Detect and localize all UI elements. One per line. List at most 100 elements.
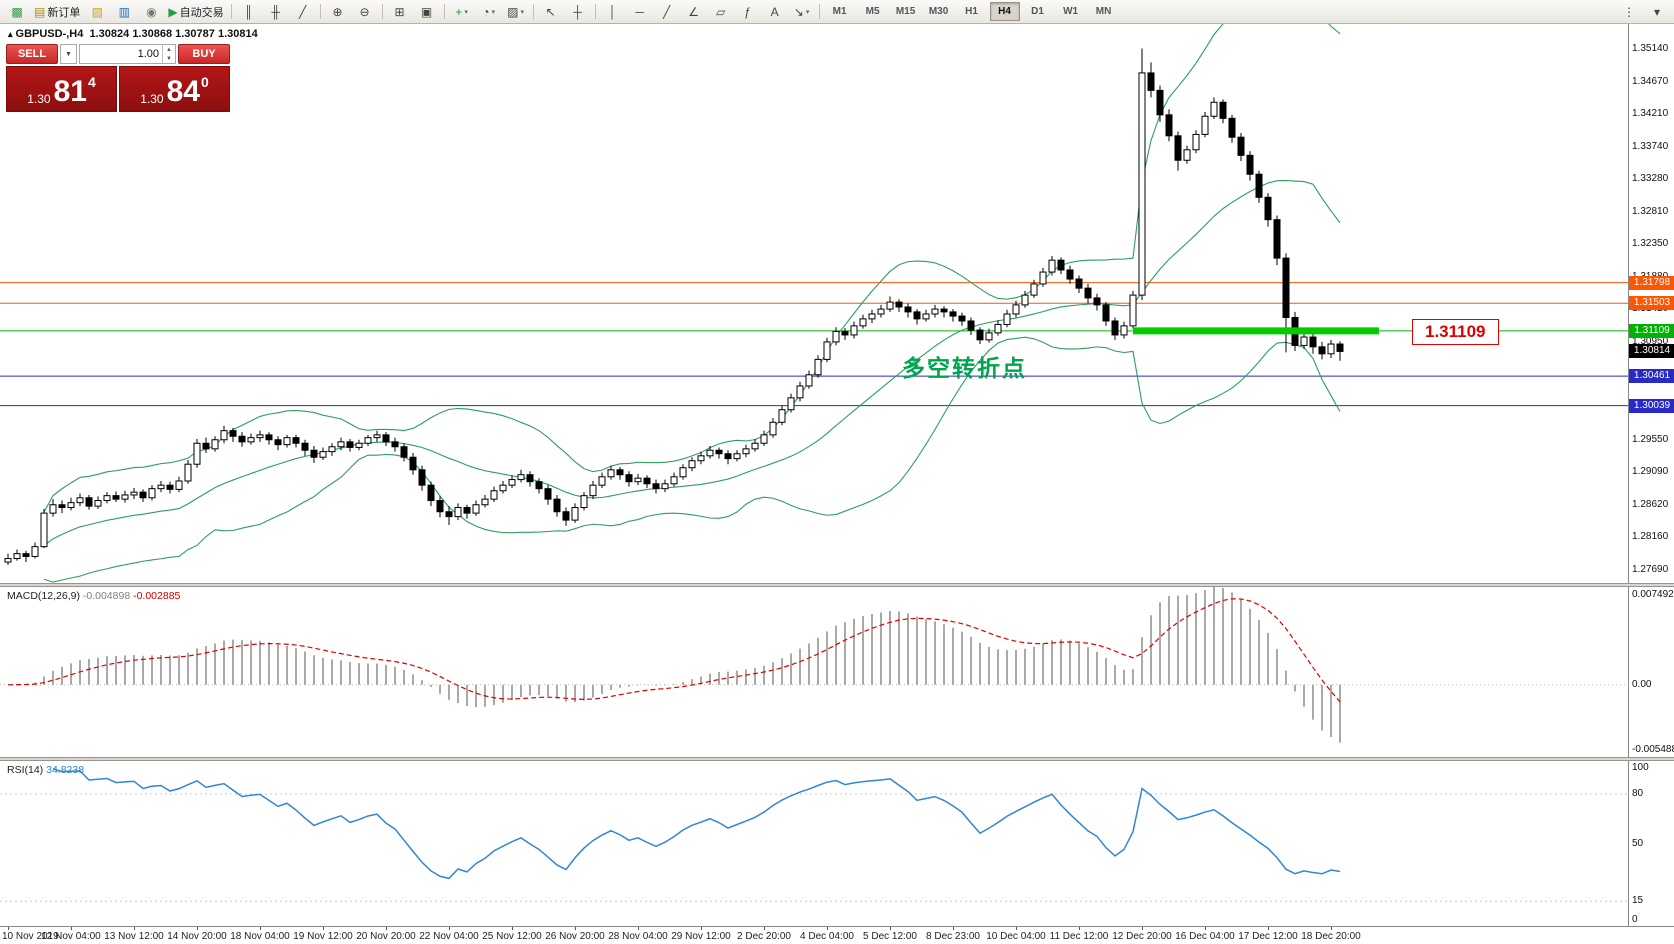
profiles-icon[interactable]: ▥ bbox=[111, 1, 137, 23]
toolbar-separator bbox=[230, 4, 232, 19]
sell-button[interactable]: SELL bbox=[6, 44, 58, 64]
buy-button[interactable]: BUY bbox=[178, 44, 230, 64]
buy-price-display[interactable]: 1.30 84 0 bbox=[119, 66, 230, 112]
zoom-out-icon[interactable]: ⊖ bbox=[352, 1, 378, 23]
timeframe-h4[interactable]: H4 bbox=[989, 2, 1020, 21]
price-tick: 1.34210 bbox=[1632, 108, 1669, 120]
timeframe-m5[interactable]: M5 bbox=[865, 6, 880, 17]
fibonacci-icon: ƒ bbox=[744, 4, 751, 19]
toolbar-separator bbox=[818, 4, 820, 19]
terminal-icon[interactable]: ▩ bbox=[4, 1, 30, 23]
panel-splitter[interactable] bbox=[0, 583, 1674, 587]
horizontal-line-icon[interactable]: ─ bbox=[627, 1, 653, 23]
time-label: 12 Dec 20:00 bbox=[1112, 931, 1172, 942]
autotrading-button[interactable]: ▶ 自动交易 bbox=[165, 1, 226, 23]
time-tick bbox=[134, 927, 135, 930]
toolbar-grip-icon[interactable]: ⋮ bbox=[1623, 4, 1635, 19]
candlestick-mode-icon: ╫ bbox=[271, 4, 280, 19]
text-tool-icon[interactable]: A bbox=[762, 1, 788, 23]
cascade-windows-icon[interactable]: ▣ bbox=[414, 1, 440, 23]
rsi-name: RSI(14) bbox=[7, 764, 44, 776]
profiles-icon: ▥ bbox=[118, 4, 131, 19]
time-tick bbox=[575, 927, 576, 930]
macd-signal-line bbox=[7, 598, 1341, 703]
toolbar-options-icon[interactable]: ▾ bbox=[1653, 4, 1661, 19]
cursor-icon[interactable]: ↖ bbox=[538, 1, 564, 23]
line-chart-mode-icon[interactable]: ╱ bbox=[290, 1, 316, 23]
bar-chart-mode-icon[interactable]: ║ bbox=[236, 1, 262, 23]
time-tick bbox=[638, 927, 639, 930]
symbol-period-label: GBPUSD-,H4 bbox=[15, 28, 84, 40]
time-label: 26 Nov 20:00 bbox=[545, 931, 605, 942]
angle-tool-icon[interactable]: ∠ bbox=[681, 1, 707, 23]
time-label: 20 Nov 20:00 bbox=[356, 931, 416, 942]
time-label: 5 Dec 12:00 bbox=[863, 931, 917, 942]
fibonacci-icon[interactable]: ƒ bbox=[735, 1, 761, 23]
time-label: 18 Nov 04:00 bbox=[230, 931, 290, 942]
one-click-collapse-icon[interactable]: ▴ bbox=[8, 29, 13, 39]
timeframe-w1[interactable]: W1 bbox=[1063, 6, 1079, 17]
tile-windows-icon: ⊞ bbox=[394, 4, 405, 19]
order-type-dropdown[interactable]: ▼ bbox=[60, 44, 77, 64]
time-label: 22 Nov 04:00 bbox=[419, 931, 479, 942]
price-tick: 1.28160 bbox=[1632, 530, 1669, 542]
indicators-icon: + bbox=[455, 4, 463, 19]
turning-point-annotation[interactable]: 多空转折点 bbox=[902, 355, 1027, 381]
support-line-2-badge: 1.30039 bbox=[1629, 398, 1674, 413]
bid-price-badge: 1.30814 bbox=[1629, 344, 1674, 359]
crosshair-icon: ┼ bbox=[573, 4, 582, 19]
timeframe-d1[interactable]: D1 bbox=[1031, 6, 1044, 17]
price-axis[interactable]: 1.35140 1.34670 1.34210 1.33740 1.33280 1.328… bbox=[1628, 24, 1674, 944]
price-tick: 1.30950 bbox=[1632, 335, 1669, 347]
chart-window-icon[interactable]: ▧ bbox=[84, 1, 110, 23]
timeframe-h1[interactable]: H1 bbox=[965, 6, 978, 17]
timeframe-m15[interactable]: M15 bbox=[895, 6, 916, 17]
zoom-in-icon: ⊕ bbox=[332, 4, 343, 19]
volume-input[interactable]: 1.00 ▲ ▼ bbox=[79, 44, 176, 64]
alerts-icon: ◉ bbox=[146, 4, 157, 19]
price-callout-label[interactable]: 1.31109 bbox=[1412, 319, 1499, 345]
time-label: 25 Nov 12:00 bbox=[482, 931, 542, 942]
line-chart-mode-icon: ╱ bbox=[298, 4, 307, 19]
alerts-icon[interactable]: ◉ bbox=[138, 1, 164, 23]
new-order-button[interactable]: ▤ 新订单 bbox=[31, 1, 83, 23]
macd-axis-label: -0.005488 bbox=[1632, 744, 1674, 755]
autotrading-icon: ▶ bbox=[168, 4, 178, 19]
volume-stepper[interactable]: ▲ ▼ bbox=[162, 45, 175, 63]
time-label: 29 Nov 12:00 bbox=[671, 931, 731, 942]
dropdown-caret-icon: ▾ bbox=[520, 8, 524, 16]
price-tick: 1.27690 bbox=[1632, 563, 1669, 575]
candlestick-mode-icon[interactable]: ╫ bbox=[263, 1, 289, 23]
time-tick bbox=[71, 927, 72, 930]
indicators-icon[interactable]: + ▾ bbox=[449, 1, 475, 23]
price-tick: 1.28620 bbox=[1632, 498, 1669, 510]
crosshair-icon[interactable]: ┼ bbox=[565, 1, 591, 23]
time-tick bbox=[1142, 927, 1143, 930]
zoom-in-icon[interactable]: ⊕ bbox=[325, 1, 351, 23]
timeframe-mn[interactable]: MN bbox=[1095, 6, 1112, 17]
tile-windows-icon[interactable]: ⊞ bbox=[387, 1, 413, 23]
buy-price-main: 1.30 bbox=[140, 92, 164, 106]
templates-icon[interactable]: ▨ ▾ bbox=[503, 1, 529, 23]
vertical-line-icon[interactable]: │ bbox=[600, 1, 626, 23]
time-tick bbox=[323, 927, 324, 930]
rsi-value: 34.8238 bbox=[46, 764, 85, 776]
channel-tool-icon[interactable]: ▱ bbox=[708, 1, 734, 23]
stepper-down-icon[interactable]: ▼ bbox=[166, 55, 172, 62]
stepper-up-icon[interactable]: ▲ bbox=[166, 46, 172, 53]
price-tick: 1.32810 bbox=[1632, 205, 1669, 217]
timeframe-m1[interactable]: M1 bbox=[832, 6, 847, 17]
panel-splitter[interactable] bbox=[0, 757, 1674, 761]
time-label: 4 Dec 04:00 bbox=[800, 931, 854, 942]
trendline-icon[interactable]: ╱ bbox=[654, 1, 680, 23]
periods-icon[interactable]: ◔ ▾ bbox=[476, 1, 502, 23]
sell-price-display[interactable]: 1.30 81 4 bbox=[6, 66, 117, 112]
time-label: 28 Nov 04:00 bbox=[608, 931, 668, 942]
buy-price-big: 84 bbox=[166, 75, 200, 108]
time-axis[interactable]: 10 Nov 2019 12 Nov 04:00 13 Nov 12:00 14 No… bbox=[0, 926, 1674, 944]
price-tick: 1.34670 bbox=[1632, 75, 1669, 87]
timeframe-m30[interactable]: M30 bbox=[928, 6, 949, 17]
arrows-tool-icon[interactable]: ↘ ▾ bbox=[789, 1, 815, 23]
